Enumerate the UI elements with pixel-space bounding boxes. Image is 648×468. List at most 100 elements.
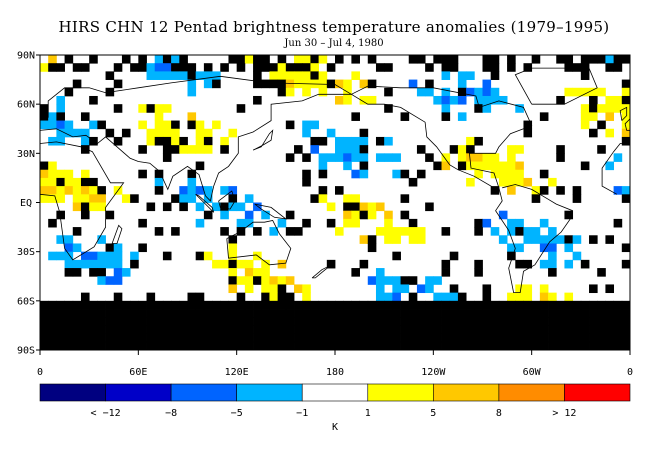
anomaly-cell bbox=[572, 300, 582, 310]
anomaly-cell bbox=[179, 63, 188, 72]
anomaly-cell bbox=[580, 87, 590, 97]
anomaly-cell bbox=[146, 63, 156, 72]
anomaly-cell bbox=[72, 63, 82, 72]
anomaly-cell bbox=[89, 300, 98, 310]
anomaly-cell bbox=[580, 55, 590, 64]
anomaly-cell bbox=[318, 136, 328, 146]
anomaly-cell bbox=[531, 325, 541, 335]
anomaly-cell bbox=[343, 325, 352, 335]
anomaly-cell bbox=[400, 309, 410, 318]
anomaly-cell bbox=[621, 104, 631, 113]
anomaly-cell bbox=[154, 300, 164, 310]
anomaly-cell bbox=[515, 317, 524, 326]
anomaly-cell bbox=[384, 63, 393, 72]
anomaly-cell bbox=[474, 317, 483, 326]
anomaly-cell bbox=[367, 55, 377, 64]
lon-tick-label: 120E bbox=[225, 367, 249, 378]
anomaly-cell bbox=[457, 325, 467, 335]
anomaly-cell bbox=[384, 300, 393, 310]
anomaly-cell bbox=[171, 300, 180, 310]
anomaly-cell bbox=[375, 333, 385, 343]
anomaly-cell bbox=[597, 309, 606, 318]
anomaly-cell bbox=[539, 218, 549, 228]
anomaly-cell bbox=[523, 284, 533, 294]
anomaly-cell bbox=[490, 71, 500, 80]
anomaly-cell bbox=[203, 145, 213, 154]
anomaly-cell bbox=[556, 95, 565, 105]
anomaly-cell bbox=[318, 161, 328, 171]
anomaly-cell bbox=[375, 325, 385, 335]
anomaly-cell bbox=[367, 317, 377, 326]
anomaly-cell bbox=[384, 235, 393, 244]
anomaly-cell bbox=[580, 120, 590, 130]
anomaly-cell bbox=[556, 153, 565, 162]
anomaly-cell bbox=[392, 333, 401, 343]
anomaly-cell bbox=[400, 169, 410, 179]
anomaly-cell bbox=[531, 341, 541, 351]
anomaly-cell bbox=[433, 341, 442, 351]
anomaly-cell bbox=[228, 202, 238, 212]
anomaly-cell bbox=[539, 284, 549, 294]
anomaly-cell bbox=[572, 63, 582, 72]
anomaly-cell bbox=[326, 259, 336, 269]
anomaly-cell bbox=[564, 63, 574, 72]
anomaly-cell bbox=[515, 300, 524, 310]
anomaly-cell bbox=[261, 341, 270, 351]
anomaly-cell bbox=[220, 136, 229, 146]
anomaly-cell bbox=[605, 112, 615, 121]
anomaly-cell bbox=[326, 79, 336, 89]
anomaly-cell bbox=[302, 300, 311, 310]
anomaly-cell bbox=[154, 317, 164, 326]
anomaly-cell bbox=[400, 317, 410, 326]
anomaly-cell bbox=[154, 333, 164, 343]
anomaly-cell bbox=[97, 259, 106, 269]
anomaly-cell bbox=[212, 325, 221, 335]
anomaly-cell bbox=[212, 202, 221, 212]
anomaly-cell bbox=[351, 341, 360, 351]
anomaly-cell bbox=[564, 235, 574, 244]
anomaly-cell bbox=[449, 292, 459, 302]
anomaly-cell bbox=[48, 251, 57, 261]
anomaly-cell bbox=[580, 63, 590, 72]
anomaly-cell bbox=[343, 79, 352, 89]
anomaly-cell bbox=[40, 325, 49, 335]
anomaly-cell bbox=[384, 218, 393, 228]
anomaly-cell bbox=[343, 309, 352, 318]
anomaly-cell bbox=[564, 292, 574, 302]
anomaly-cell bbox=[220, 259, 229, 269]
anomaly-cell bbox=[408, 55, 418, 64]
anomaly-cell bbox=[539, 112, 549, 121]
anomaly-cell bbox=[261, 284, 270, 294]
anomaly-cell bbox=[531, 186, 541, 195]
anomaly-cell bbox=[171, 55, 180, 64]
anomaly-cell bbox=[375, 309, 385, 318]
anomaly-cell bbox=[212, 300, 221, 310]
anomaly-cell bbox=[113, 259, 123, 269]
anomaly-cell bbox=[597, 87, 606, 97]
legend-swatch bbox=[105, 383, 172, 402]
anomaly-cell bbox=[498, 235, 508, 244]
anomaly-cell bbox=[64, 243, 74, 253]
anomaly-cell bbox=[146, 317, 156, 326]
anomaly-cell bbox=[515, 325, 524, 335]
anomaly-cell bbox=[72, 186, 82, 195]
anomaly-cell bbox=[367, 243, 377, 253]
anomaly-cell bbox=[195, 300, 205, 310]
anomaly-cell bbox=[466, 145, 475, 154]
anomaly-cell bbox=[277, 259, 287, 269]
anomaly-cell bbox=[507, 153, 516, 162]
anomaly-cell bbox=[285, 63, 295, 72]
anomaly-cell bbox=[531, 333, 541, 343]
anomaly-cell bbox=[105, 317, 115, 326]
anomaly-cell bbox=[613, 341, 623, 351]
coastlines bbox=[39, 67, 631, 294]
anomaly-cell bbox=[572, 341, 582, 351]
anomaly-cell bbox=[384, 210, 393, 220]
lat-tick-label: EQ bbox=[20, 198, 32, 209]
anomaly-cell bbox=[277, 55, 287, 64]
anomaly-cell bbox=[621, 317, 631, 326]
anomaly-cell bbox=[613, 153, 623, 162]
anomaly-cell bbox=[498, 325, 508, 335]
anomaly-cell bbox=[236, 325, 246, 335]
anomaly-cell bbox=[466, 333, 475, 343]
